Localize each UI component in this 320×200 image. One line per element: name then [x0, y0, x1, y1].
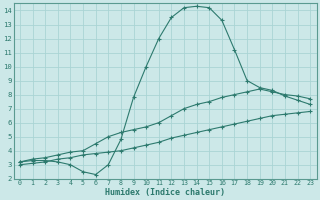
X-axis label: Humidex (Indice chaleur): Humidex (Indice chaleur)	[105, 188, 225, 197]
